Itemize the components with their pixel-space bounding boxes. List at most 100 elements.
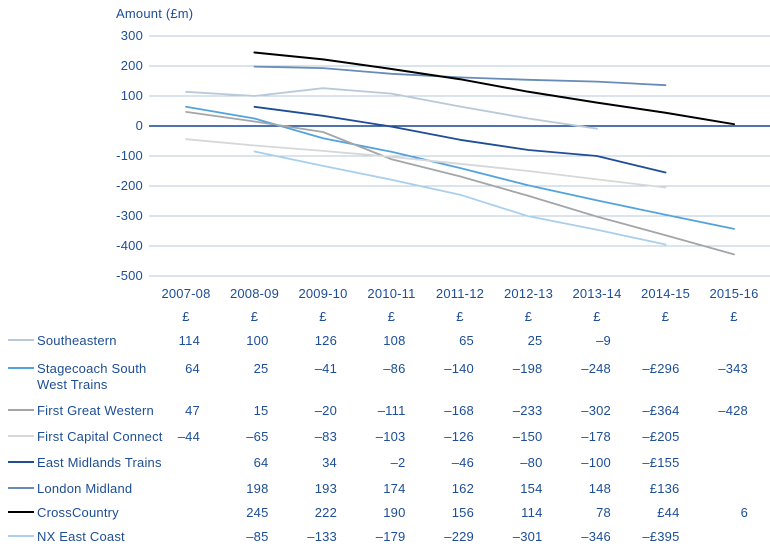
table-cell: 15: [253, 403, 269, 418]
table-cell: –301: [512, 529, 543, 544]
series-line-london-midland: [253, 65, 667, 87]
legend-swatch-first-great-western: [8, 409, 34, 411]
table-cell: 245: [246, 505, 269, 520]
table-cell: –233: [512, 403, 543, 418]
table-cell: 65: [459, 333, 474, 348]
table-cell: 193: [314, 481, 337, 496]
table-cell: 64: [253, 455, 269, 470]
table-cell: 25: [527, 333, 543, 348]
x-tick-label: 2013-14: [572, 286, 622, 301]
table-cell: 222: [314, 505, 337, 520]
series-line-crosscountry: [253, 51, 735, 126]
y-tick-label: 0: [135, 118, 143, 133]
series-line-first-capital-connect: [185, 138, 667, 189]
table-cell: 174: [383, 481, 406, 496]
chart-title: Amount (£m): [116, 6, 194, 21]
legend-swatch-london-midland: [8, 487, 34, 489]
table-cell: –179: [375, 529, 406, 544]
table-cell: –178: [581, 429, 611, 444]
legend-label: Southeastern: [37, 333, 117, 348]
table-cell: 78: [596, 505, 611, 520]
legend-label: NX East Coast: [37, 529, 125, 544]
table-cell: –100: [581, 455, 611, 470]
y-tick-label: 200: [120, 58, 143, 73]
y-tick-label: -300: [116, 208, 143, 223]
legend-label: Stagecoach South West Trains: [37, 361, 147, 392]
y-tick-label: -200: [116, 178, 143, 193]
table-cell: –£296: [642, 361, 680, 376]
table-cell: –44: [177, 429, 200, 444]
table-cell: –198: [512, 361, 543, 376]
table-cell: –302: [581, 403, 611, 418]
currency-label: £: [593, 309, 601, 324]
x-tick-label: 2011-12: [435, 286, 485, 301]
table-cell: 114: [178, 333, 200, 348]
table-cell: –86: [383, 361, 406, 376]
table-cell: 126: [314, 333, 337, 348]
table-cell: –133: [307, 529, 337, 544]
legend-swatch-nx-east-coast: [8, 535, 34, 537]
table-cell: –£155: [642, 455, 680, 470]
currency-label: £: [182, 309, 190, 324]
table-cell: –346: [581, 529, 611, 544]
legend-swatch-stagecoach-south-west-trains: [8, 367, 34, 369]
table-cell: 100: [246, 333, 269, 348]
legend-label: East Midlands Trains: [37, 455, 162, 470]
table-cell: –126: [444, 429, 474, 444]
legend-label: First Great Western: [37, 403, 154, 418]
table-cell: –343: [718, 361, 748, 376]
currency-label: £: [661, 309, 670, 324]
series-line-east-midlands-trains: [253, 105, 667, 174]
series-line-southeastern: [185, 87, 598, 130]
legend-swatch-southeastern: [8, 339, 34, 341]
legend-swatch-first-capital-connect: [8, 435, 34, 437]
table-cell: –£364: [642, 403, 680, 418]
table-cell: –41: [314, 361, 337, 376]
table-cell: –£205: [642, 429, 680, 444]
currency-label: £: [319, 309, 327, 324]
table-cell: 190: [383, 505, 406, 520]
table-cell: –9: [596, 333, 611, 348]
table-cell: –103: [375, 429, 406, 444]
table-cell: 156: [451, 505, 474, 520]
legend-label: CrossCountry: [37, 505, 119, 520]
x-tick-label: 2010-11: [367, 286, 416, 301]
line-chart: [149, 35, 770, 277]
x-tick-label: 2012-13: [503, 286, 554, 301]
table-cell: –£395: [642, 529, 680, 544]
table-cell: –140: [444, 361, 474, 376]
table-cell: 25: [253, 361, 269, 376]
y-tick-label: 300: [120, 28, 143, 43]
table-cell: –46: [451, 455, 474, 470]
currency-label: £: [456, 309, 464, 324]
y-tick-label: -100: [116, 148, 143, 163]
series-line-nx-east-coast: [253, 150, 667, 246]
legend-swatch-east-midlands-trains: [8, 461, 34, 463]
table-cell: 108: [383, 333, 406, 348]
table-cell: –85: [246, 529, 269, 544]
table-cell: 47: [185, 403, 200, 418]
table-cell: –428: [718, 403, 748, 418]
table-cell: –80: [520, 455, 543, 470]
currency-label: £: [524, 309, 533, 324]
y-tick-label: -400: [116, 238, 143, 253]
table-cell: –229: [444, 529, 474, 544]
table-cell: 114: [521, 505, 543, 520]
table-cell: –248: [581, 361, 611, 376]
series-line-first-great-western: [185, 111, 735, 256]
table-cell: –2: [390, 455, 406, 470]
legend-label: London Midland: [37, 481, 133, 496]
y-tick-label: -500: [116, 268, 143, 283]
legend-label: First Capital Connect: [37, 429, 163, 444]
table-cell: 198: [246, 481, 269, 496]
table-cell: –20: [314, 403, 337, 418]
table-cell: 154: [520, 481, 543, 496]
table-cell: 34: [322, 455, 337, 470]
currency-label: £: [387, 309, 396, 324]
x-tick-label: 2008-09: [229, 286, 280, 301]
table-cell: 6: [740, 505, 748, 520]
table-cell: 148: [588, 481, 611, 496]
table-cell: –65: [246, 429, 269, 444]
table-cell: £136: [649, 481, 680, 496]
